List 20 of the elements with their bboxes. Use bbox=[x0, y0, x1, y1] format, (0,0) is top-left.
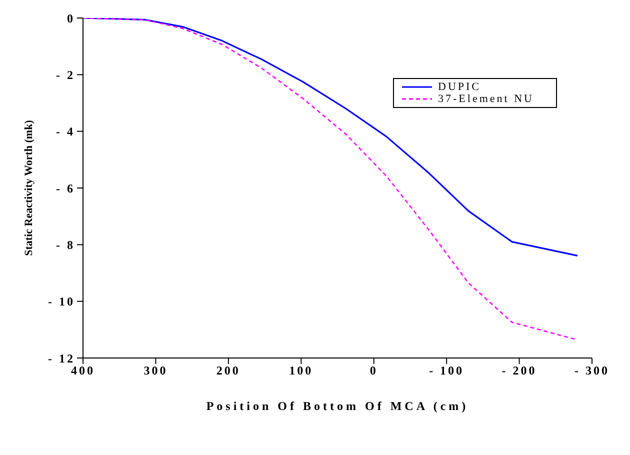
x-tick-label: - 100 bbox=[429, 364, 464, 378]
x-tick-label: 100 bbox=[289, 364, 314, 378]
x-tick-label: 200 bbox=[216, 364, 240, 378]
y-tick-label: - 8 bbox=[56, 238, 75, 252]
x-tick-label: 300 bbox=[144, 364, 168, 378]
y-axis-title: Static Reactivity Worth (mk) bbox=[22, 120, 35, 256]
legend-label: DUPIC bbox=[438, 81, 482, 93]
y-tick-label: - 6 bbox=[56, 181, 75, 196]
legend-label: 37-Element NU bbox=[438, 93, 534, 105]
x-tick-label: 0 bbox=[370, 364, 378, 378]
x-axis-title: Position Of Bottom Of MCA (cm) bbox=[206, 399, 469, 413]
x-tick-label: - 200 bbox=[502, 364, 537, 378]
y-tick-label: - 10 bbox=[48, 294, 75, 309]
x-tick-label: 400 bbox=[71, 364, 95, 378]
line-series bbox=[83, 18, 578, 257]
y-tick-label: 0 bbox=[67, 11, 75, 26]
y-tick-label: - 2 bbox=[56, 68, 75, 82]
y-tick-label: - 4 bbox=[56, 124, 75, 139]
x-tick-label: - 300 bbox=[574, 364, 610, 378]
y-tick-label: - 12 bbox=[48, 351, 75, 366]
